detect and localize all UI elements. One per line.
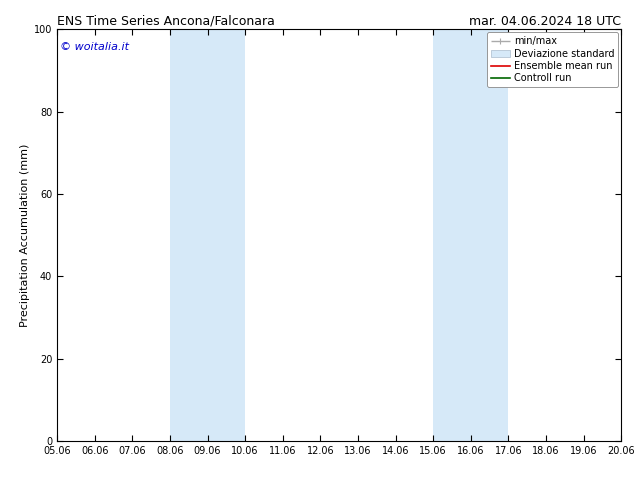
Text: mar. 04.06.2024 18 UTC: mar. 04.06.2024 18 UTC [469,15,621,28]
Text: © woitalia.it: © woitalia.it [60,42,129,52]
Legend: min/max, Deviazione standard, Ensemble mean run, Controll run: min/max, Deviazione standard, Ensemble m… [487,32,618,87]
Text: ENS Time Series Ancona/Falconara: ENS Time Series Ancona/Falconara [57,15,275,28]
Y-axis label: Precipitation Accumulation (mm): Precipitation Accumulation (mm) [20,144,30,327]
Bar [170,29,245,441]
Bar [433,29,508,441]
